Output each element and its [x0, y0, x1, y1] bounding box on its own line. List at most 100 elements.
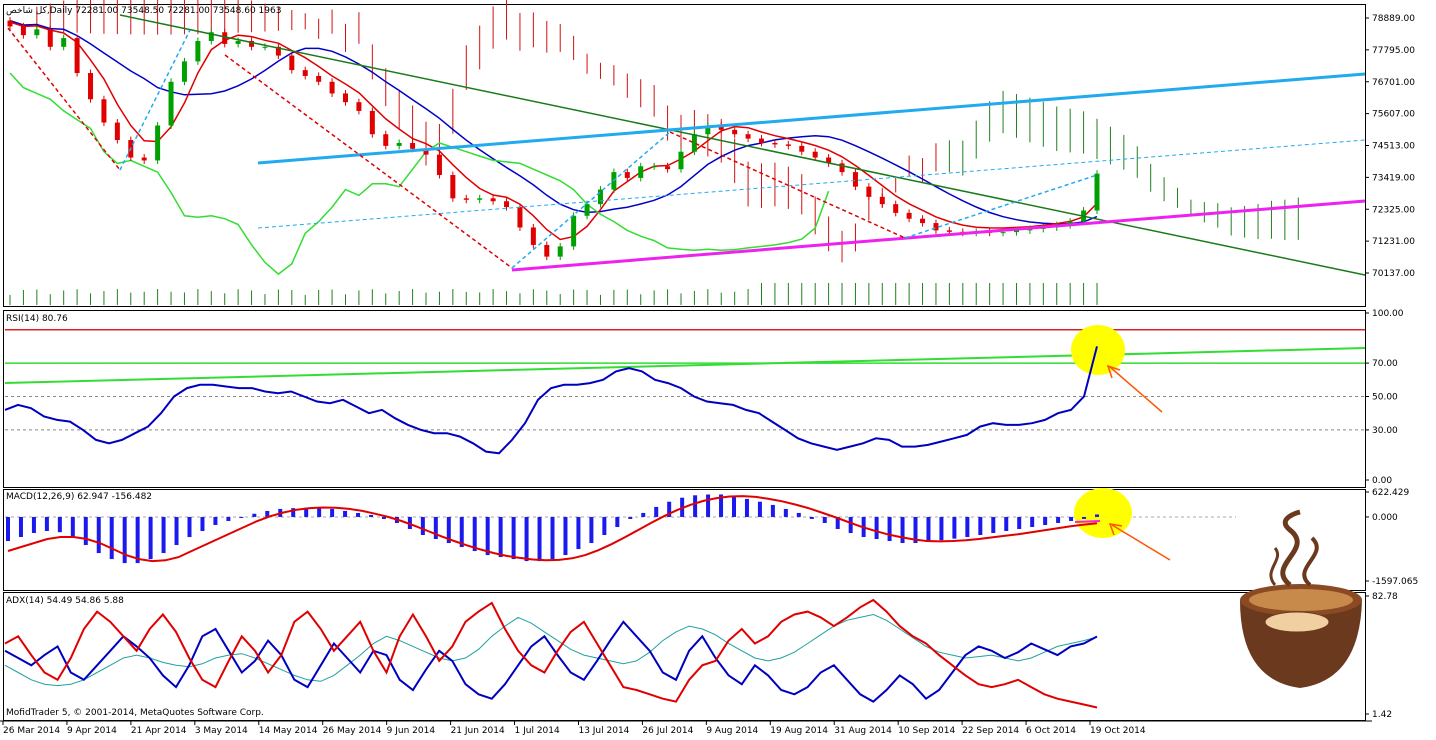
- candle-body: [759, 138, 765, 143]
- candle-body: [114, 122, 120, 141]
- candle-body: [410, 142, 416, 149]
- macd-bar: [148, 516, 153, 560]
- adx-line: [4, 613, 1098, 687]
- date-tick-label: 19 Aug 2014: [770, 726, 828, 736]
- macd-bar: [381, 516, 386, 519]
- candle-body: [208, 32, 214, 41]
- macd-bar: [109, 516, 114, 560]
- adx-tick-label: 1.42: [1372, 710, 1392, 720]
- candle-body: [866, 186, 872, 197]
- macd-bar: [226, 516, 231, 521]
- panel-frame-main: [3, 4, 1366, 307]
- price-tick-label: 71231.00: [1372, 237, 1415, 247]
- macd-bar: [809, 516, 814, 519]
- rsi-panel-header: RSI(14) 80.76: [6, 314, 68, 324]
- candle-body: [34, 29, 40, 36]
- main-panel-header: كل شاخص,Daily 72281.00 73548.50 72281.00…: [6, 6, 281, 16]
- candle-body: [141, 157, 147, 161]
- candle-body: [732, 129, 738, 135]
- candle-body: [597, 189, 603, 205]
- rsi-arrow: [1109, 366, 1163, 413]
- macd-bar: [187, 516, 192, 538]
- candle-body: [584, 204, 590, 216]
- candle-body: [47, 29, 53, 47]
- chikou-span-line: [9, 72, 830, 276]
- trendline-descending: [119, 14, 1366, 276]
- macd-bar: [304, 507, 309, 517]
- candle-body: [222, 32, 228, 44]
- candle-body: [235, 40, 241, 44]
- candle-body: [1094, 173, 1100, 211]
- candle-body: [920, 218, 926, 224]
- macd-bar: [459, 516, 464, 548]
- macd-bar: [122, 516, 127, 564]
- candle-body: [342, 93, 348, 103]
- macd-arrow: [1111, 524, 1171, 561]
- candle-body: [933, 223, 939, 231]
- candle-body: [705, 125, 711, 135]
- candle-body: [906, 212, 912, 219]
- rsi-tick-label: 50.00: [1372, 393, 1398, 403]
- macd-bar: [667, 501, 672, 517]
- macd-bar: [1082, 516, 1087, 519]
- macd-bar: [757, 501, 762, 517]
- trendline-magenta: [511, 199, 1366, 272]
- macd-bar: [1043, 516, 1048, 525]
- candle-body: [396, 142, 402, 146]
- macd-bar: [252, 513, 257, 517]
- candle-body: [181, 61, 187, 82]
- price-tick-label: 78889.00: [1372, 14, 1415, 24]
- candle-body: [879, 196, 885, 205]
- rsi-tick-label: 0.00: [1372, 476, 1392, 486]
- candle-body: [302, 70, 308, 76]
- macd-bar: [693, 495, 698, 517]
- candle-body: [289, 55, 295, 71]
- macd-bar: [602, 516, 607, 536]
- macd-bar: [978, 516, 983, 536]
- candle-body: [450, 175, 456, 199]
- macd-bar: [576, 516, 581, 550]
- panel-frame-adx: [3, 592, 1366, 721]
- steam-icon: [1269, 547, 1279, 586]
- candle-body: [893, 204, 899, 213]
- trendline-cyan-dashed: [257, 139, 1366, 229]
- candle-body: [665, 166, 671, 170]
- macd-highlight-circle: [1074, 488, 1132, 538]
- macd-bar: [1004, 516, 1009, 531]
- macd-bar: [1069, 516, 1074, 521]
- macd-bar: [1095, 514, 1099, 517]
- date-tick-label: 13 Jul 2014: [578, 726, 629, 736]
- macd-bar: [796, 512, 801, 517]
- macd-bar: [200, 516, 205, 531]
- date-tick-label: 6 Oct 2014: [1026, 726, 1076, 736]
- macd-bar: [874, 516, 879, 540]
- macd-bar: [1030, 516, 1035, 527]
- macd-bar: [31, 516, 36, 533]
- candle-body: [74, 38, 80, 74]
- macd-bar: [913, 516, 918, 544]
- volume-bars: [9, 283, 1098, 305]
- macd-bar: [135, 516, 140, 564]
- date-tick-label: 26 Jul 2014: [642, 726, 693, 736]
- macd-bar: [498, 516, 503, 558]
- macd-bar: [265, 510, 270, 517]
- macd-bar: [706, 494, 711, 517]
- candle-body: [852, 172, 858, 187]
- rsi-trendline: [4, 347, 1366, 384]
- date-tick-label: 10 Sep 2014: [898, 726, 955, 736]
- rsi-tick-label: 30.00: [1372, 426, 1398, 436]
- macd-histogram: [6, 494, 1099, 564]
- zigzag-dashed-blue: [119, 29, 191, 171]
- macd-bar: [654, 506, 659, 517]
- macd-bar: [83, 516, 88, 546]
- macd-bar: [330, 508, 335, 517]
- macd-bar: [537, 516, 542, 562]
- candle-body: [249, 40, 255, 47]
- adx-plus-di-line: [4, 620, 1098, 703]
- date-tick-label: 26 Mar 2014: [3, 726, 60, 736]
- candles: [7, 17, 1100, 261]
- zigzag-dashed-red: [7, 27, 121, 171]
- candle-body: [638, 166, 644, 178]
- macd-bar: [848, 516, 853, 533]
- candle-body: [463, 198, 469, 200]
